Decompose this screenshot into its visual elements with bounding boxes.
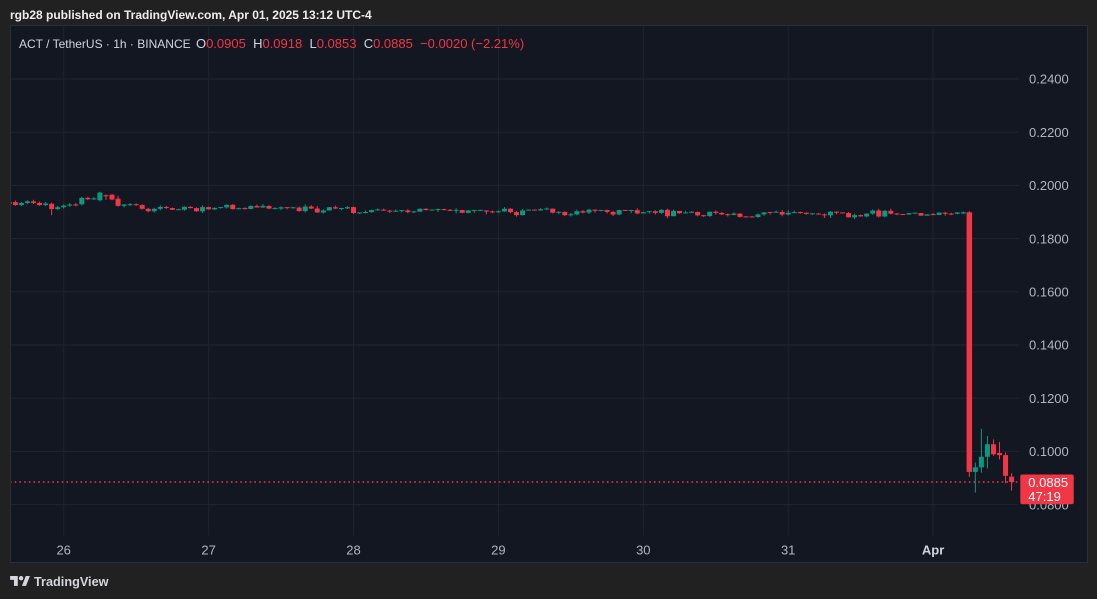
- svg-text:0.1400: 0.1400: [1029, 338, 1069, 353]
- svg-text:0.2400: 0.2400: [1029, 72, 1069, 87]
- svg-text:0.2000: 0.2000: [1029, 178, 1069, 193]
- svg-text:0.1800: 0.1800: [1029, 231, 1069, 246]
- svg-text:Apr: Apr: [922, 543, 944, 558]
- svg-text:29: 29: [491, 543, 505, 558]
- svg-text:47:19: 47:19: [1028, 489, 1061, 504]
- svg-text:26: 26: [56, 543, 70, 558]
- svg-text:30: 30: [636, 543, 650, 558]
- svg-text:0.1000: 0.1000: [1029, 444, 1069, 459]
- svg-text:28: 28: [346, 543, 360, 558]
- svg-text:0.1200: 0.1200: [1029, 391, 1069, 406]
- svg-text:27: 27: [201, 543, 215, 558]
- svg-text:0.0885: 0.0885: [1028, 475, 1068, 490]
- svg-text:0.1600: 0.1600: [1029, 285, 1069, 300]
- svg-text:31: 31: [781, 543, 795, 558]
- svg-text:0.2200: 0.2200: [1029, 125, 1069, 140]
